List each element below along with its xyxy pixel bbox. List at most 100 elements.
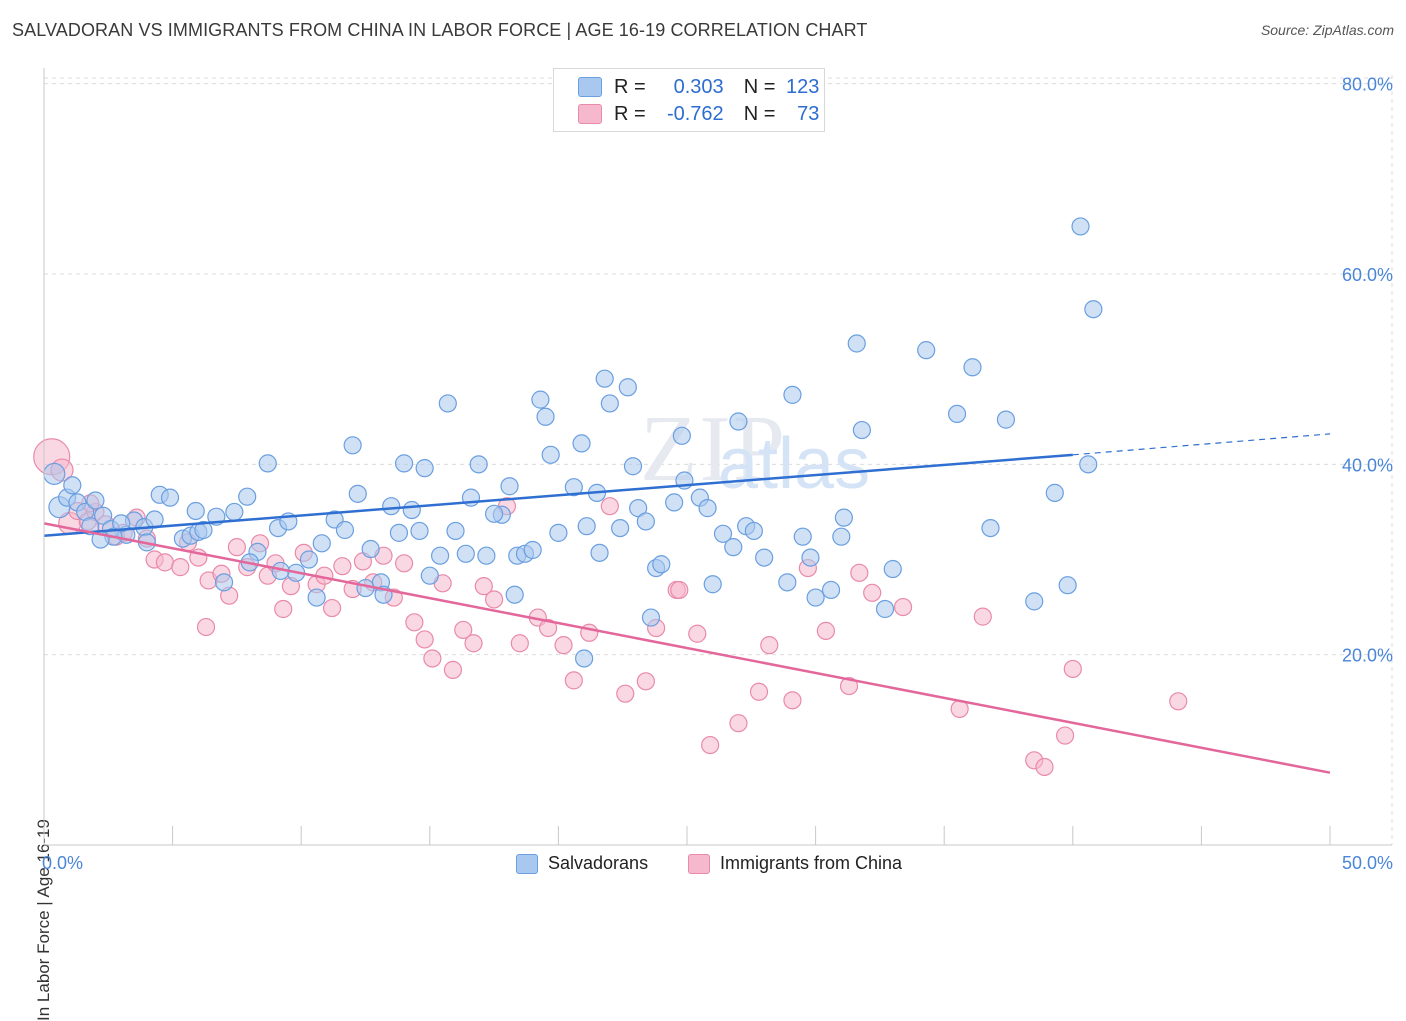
legend-r-value: -0.762 <box>666 102 724 125</box>
point-salvadorans <box>852 420 871 440</box>
point-salvadorans <box>43 462 66 485</box>
point-china <box>636 672 655 691</box>
point-china <box>973 607 992 626</box>
y-tick-label: 60.0% <box>1342 265 1393 285</box>
point-salvadorans <box>793 527 812 546</box>
point-salvadorans <box>186 501 205 521</box>
point-china <box>760 636 779 655</box>
point-salvadorans <box>536 407 555 426</box>
point-salvadorans <box>623 457 643 476</box>
scatter-chart: ZIP atlas 20.0%40.0%60.0%80.0% 0.0% 50.0% <box>33 68 1393 873</box>
point-salvadorans <box>806 588 825 607</box>
point-salvadorans <box>541 445 560 464</box>
point-salvadorans <box>564 478 583 497</box>
x-tick-label: 0.0% <box>42 853 83 873</box>
point-salvadorans <box>500 477 519 496</box>
point-salvadorans <box>575 649 594 668</box>
series-salvadorans <box>43 217 1103 668</box>
legend-row-salvadorans: R = 0.303 N = 123 <box>578 73 819 101</box>
trend-line-china <box>43 522 1331 774</box>
point-china <box>394 554 414 573</box>
point-salvadorans <box>636 512 655 531</box>
point-china <box>1063 659 1082 679</box>
point-salvadorans <box>410 521 429 541</box>
point-salvadorans <box>477 546 496 565</box>
point-china <box>405 613 424 632</box>
point-china <box>333 557 352 576</box>
point-salvadorans <box>348 484 367 503</box>
point-salvadorans <box>505 585 524 604</box>
point-salvadorans <box>698 499 717 518</box>
legend-r-label: R = <box>614 75 646 98</box>
point-salvadorans <box>1084 300 1103 319</box>
point-china <box>464 634 483 653</box>
point-salvadorans <box>847 334 866 353</box>
point-salvadorans <box>1025 592 1044 611</box>
legend-item-salvadorans[interactable]: Salvadorans <box>516 853 648 874</box>
point-salvadorans <box>724 538 743 557</box>
point-salvadorans <box>665 493 684 512</box>
legend-n-value: 73 <box>797 102 820 125</box>
x-tick-labels: 0.0% 50.0% <box>42 853 1393 873</box>
point-salvadorans <box>981 518 1000 538</box>
point-salvadorans <box>834 508 853 527</box>
point-salvadorans <box>382 497 401 516</box>
point-salvadorans <box>531 390 550 409</box>
legend-swatch-pink <box>578 104 602 124</box>
point-salvadorans <box>703 575 722 594</box>
point-china <box>227 538 246 557</box>
axes <box>43 68 1392 846</box>
legend-r-value: 0.303 <box>673 75 724 98</box>
point-china <box>322 598 342 618</box>
point-salvadorans <box>1058 576 1077 595</box>
point-salvadorans <box>783 385 802 404</box>
legend-n-label: N = <box>743 75 776 98</box>
legend-swatch-blue <box>578 77 602 97</box>
point-salvadorans <box>258 454 277 473</box>
point-salvadorans <box>947 404 967 424</box>
point-salvadorans <box>160 488 180 507</box>
point-salvadorans <box>312 534 331 553</box>
point-salvadorans <box>744 521 763 541</box>
point-salvadorans <box>821 580 841 600</box>
point-salvadorans <box>996 410 1016 429</box>
point-china <box>670 580 689 600</box>
legend-swatch-blue <box>516 853 538 874</box>
point-salvadorans <box>1079 455 1098 474</box>
point-china <box>850 563 869 582</box>
point-salvadorans <box>194 520 213 540</box>
point-china <box>423 649 442 668</box>
point-salvadorans <box>299 550 319 569</box>
point-china <box>443 660 463 679</box>
point-china <box>816 621 835 640</box>
point-salvadorans <box>456 544 475 563</box>
x-tick-label: 50.0% <box>1342 853 1393 873</box>
source-label: Source: ZipAtlas.com <box>1260 22 1394 38</box>
point-salvadorans <box>641 608 661 627</box>
point-salvadorans <box>595 369 614 388</box>
point-salvadorans <box>672 426 691 445</box>
point-salvadorans <box>225 502 244 522</box>
point-china <box>485 590 504 609</box>
point-salvadorans <box>343 436 362 455</box>
series-legend: Salvadorans Immigrants from China <box>0 851 1406 879</box>
point-salvadorans <box>875 599 895 619</box>
point-china <box>839 676 859 696</box>
correlation-legend: R = 0.303 N = 123 R = -0.762 N = 73 <box>553 68 825 132</box>
point-china <box>749 682 769 701</box>
watermark-atlas: atlas <box>718 424 870 504</box>
point-salvadorans <box>917 341 936 360</box>
point-salvadorans <box>652 555 671 574</box>
point-china <box>155 553 174 572</box>
point-china <box>893 597 913 617</box>
point-salvadorans <box>600 394 619 413</box>
legend-item-china[interactable]: Immigrants from China <box>688 853 902 874</box>
point-salvadorans <box>469 455 488 474</box>
legend-label-china: Immigrants from China <box>720 853 903 873</box>
point-salvadorans <box>963 358 982 377</box>
point-china <box>474 577 493 596</box>
point-salvadorans <box>438 394 457 413</box>
point-salvadorans <box>420 566 439 585</box>
y-tick-label: 80.0% <box>1342 75 1393 95</box>
point-salvadorans <box>361 539 380 559</box>
